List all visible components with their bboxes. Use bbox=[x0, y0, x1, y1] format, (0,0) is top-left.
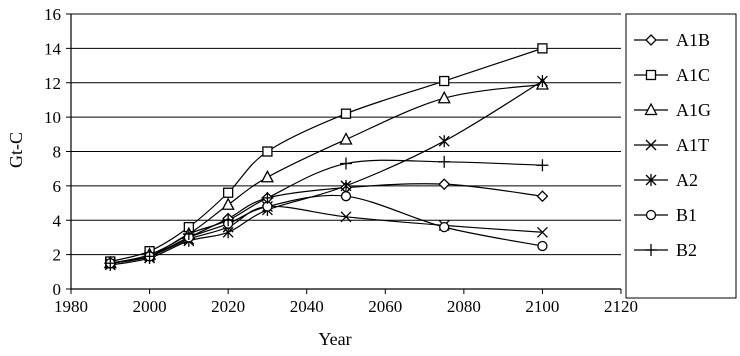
x-axis-title: Year bbox=[318, 329, 351, 349]
data-point-a2-2075 bbox=[438, 135, 450, 148]
x-tick-label: 2000 bbox=[133, 297, 167, 316]
legend-marker-b2 bbox=[645, 244, 657, 256]
legend-label-b2: B2 bbox=[676, 240, 697, 260]
data-point-b1-2075 bbox=[439, 221, 450, 233]
x-tick-label: 2120 bbox=[604, 297, 638, 316]
data-point-a1c-2030 bbox=[262, 146, 273, 157]
series-lines bbox=[110, 47, 543, 266]
legend-box bbox=[625, 13, 737, 299]
legend-label-a2: A2 bbox=[676, 170, 698, 190]
y-tick-label: 12 bbox=[44, 74, 61, 93]
data-point-b2-2010 bbox=[182, 228, 195, 240]
x-tick-label: 2060 bbox=[368, 297, 402, 316]
data-point-a1t-2100 bbox=[536, 226, 548, 238]
y-tick-label: 14 bbox=[44, 39, 62, 58]
data-point-a1g-2050 bbox=[339, 132, 353, 145]
y-tick-label: 16 bbox=[44, 5, 61, 24]
data-point-a1c-2020 bbox=[222, 187, 234, 198]
data-point-b1-2100 bbox=[537, 240, 548, 252]
x-tick-label: 2080 bbox=[447, 297, 481, 316]
series-line-b2 bbox=[110, 159, 543, 264]
data-point-a1g-2030 bbox=[260, 169, 275, 183]
legend-item-a1g: A1G bbox=[634, 100, 711, 120]
x-tick-label: 2100 bbox=[525, 297, 559, 316]
legend-marker-a1b bbox=[645, 34, 657, 46]
legend-label-a1g: A1G bbox=[676, 100, 711, 120]
data-point-b2-2050 bbox=[340, 157, 352, 170]
x-tick-label: 2020 bbox=[211, 297, 245, 316]
legend-label-a1t: A1T bbox=[676, 135, 709, 155]
legend-item-b1: B1 bbox=[634, 205, 697, 225]
y-tick-label: 0 bbox=[53, 280, 62, 299]
series-line-a1c bbox=[110, 47, 543, 263]
data-point-b2-2075 bbox=[438, 155, 451, 168]
data-point-b2-2100 bbox=[536, 159, 549, 172]
data-point-a2-2050 bbox=[340, 179, 352, 192]
data-point-a1t-2050 bbox=[340, 211, 352, 223]
x-tick-label: 2040 bbox=[290, 297, 324, 316]
data-point-a1b-2100 bbox=[536, 190, 549, 203]
y-tick-label: 10 bbox=[44, 108, 61, 127]
legend-item-a1b: A1B bbox=[634, 30, 710, 50]
series-line-b1 bbox=[110, 194, 543, 264]
data-point-a1c-2075 bbox=[439, 75, 450, 87]
legend-marker-a1t bbox=[645, 139, 657, 151]
legend-label-b1: B1 bbox=[676, 205, 697, 225]
legend-marker-a2 bbox=[645, 174, 657, 186]
y-axis-title: Gt-C bbox=[6, 132, 26, 168]
x-tick-label: 1980 bbox=[54, 297, 88, 316]
y-tick-label: 4 bbox=[53, 211, 62, 230]
axes: 0 2 4 6 8 10 12 14 16 1980 2000 2020 2040 2060 2080 210… bbox=[44, 5, 638, 316]
data-point-b2-1990 bbox=[104, 257, 117, 270]
legend-item-a1c: A1C bbox=[634, 65, 710, 85]
data-point-a1g-2020 bbox=[221, 197, 235, 210]
series-markers bbox=[103, 43, 550, 271]
legend-marker-a1g bbox=[644, 102, 658, 116]
legend-item-a2: A2 bbox=[634, 170, 698, 190]
legend-label-a1b: A1B bbox=[676, 30, 710, 50]
y-tick-label: 6 bbox=[53, 177, 62, 196]
data-point-a2-2100 bbox=[536, 75, 548, 88]
data-point-a1c-2050 bbox=[340, 108, 352, 119]
data-point-a1g-2075 bbox=[437, 90, 451, 104]
legend-item-b2: B2 bbox=[634, 240, 697, 260]
legend-marker-b1 bbox=[645, 209, 657, 221]
data-point-b2-2030 bbox=[261, 191, 274, 204]
legend-marker-a1c bbox=[645, 69, 657, 81]
data-point-b2-2000 bbox=[143, 250, 156, 263]
legend: A1B A1C A1G A1T A2 B1 B2 bbox=[625, 13, 737, 299]
legend-label-a1c: A1C bbox=[676, 65, 710, 85]
legend-item-a1t: A1T bbox=[634, 135, 709, 155]
data-point-a1b-2075 bbox=[438, 178, 451, 191]
data-point-b2-2020 bbox=[222, 214, 235, 227]
y-tick-label: 2 bbox=[53, 246, 62, 265]
y-tick-label: 8 bbox=[53, 143, 62, 162]
data-point-a1c-2100 bbox=[537, 43, 548, 54]
data-point-b1-2050 bbox=[340, 191, 352, 202]
